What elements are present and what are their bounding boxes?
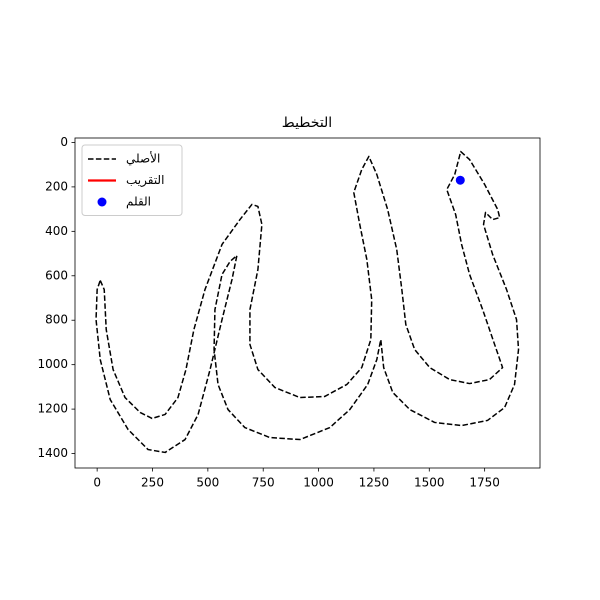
x-tick-label: 500 <box>196 476 219 490</box>
series-line <box>95 150 520 454</box>
chart-title: التخطيط <box>282 115 332 131</box>
y-tick-label: 600 <box>45 268 68 282</box>
x-tick-label: 1250 <box>359 476 390 490</box>
y-tick-label: 0 <box>60 135 68 149</box>
x-tick-label: 0 <box>93 476 101 490</box>
x-tick-label: 1000 <box>303 476 334 490</box>
y-tick-label: 1000 <box>37 357 68 371</box>
y-tick-label: 800 <box>45 313 68 327</box>
plot-frame <box>74 137 541 469</box>
y-tick-label: 1400 <box>37 446 68 460</box>
legend-box <box>81 144 183 216</box>
x-tick-label: 750 <box>252 476 275 490</box>
x-tick-label: 1750 <box>469 476 500 490</box>
legend-label: الأصلي <box>126 151 160 166</box>
legend-marker <box>97 197 107 207</box>
y-tick-label: 200 <box>45 179 68 193</box>
legend-label: التقريب <box>126 173 164 188</box>
y-tick-label: 1200 <box>37 402 68 416</box>
x-tick-label: 250 <box>141 476 164 490</box>
pen-marker <box>455 175 465 185</box>
legend-label: القلم <box>126 195 151 209</box>
x-tick-label: 1500 <box>414 476 445 490</box>
y-tick-label: 400 <box>45 224 68 238</box>
